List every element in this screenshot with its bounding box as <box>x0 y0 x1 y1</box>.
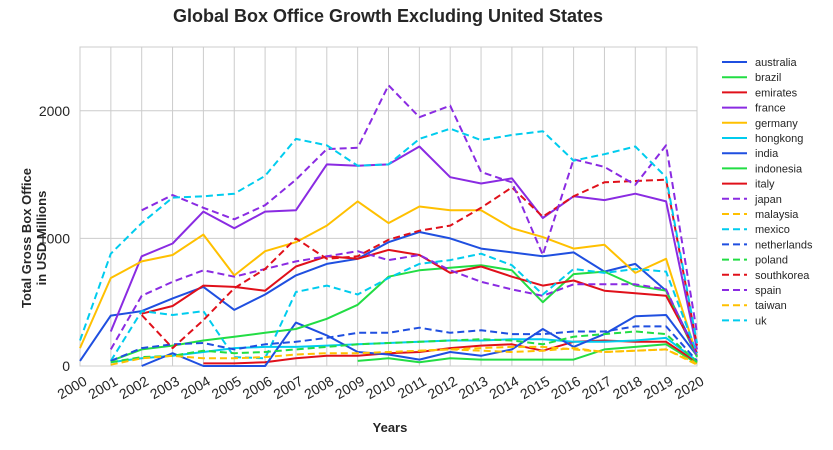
series-line-australia <box>79 231 698 362</box>
x-tick-label: 2017 <box>579 373 614 403</box>
x-tick-label: 2013 <box>456 373 491 403</box>
legend-label-uk: uk <box>755 315 767 327</box>
series-line-italy <box>141 248 698 354</box>
legend-label-poland: poland <box>755 255 788 267</box>
y-tick-labels: 0 1000 2000 <box>39 103 70 374</box>
x-tick-label: 2015 <box>517 373 552 403</box>
x-tick-label: 2005 <box>209 373 244 403</box>
legend-label-germany: germany <box>755 118 798 130</box>
x-tick-label: 2009 <box>332 373 367 403</box>
series-line-hongkong <box>110 336 698 364</box>
x-tick-labels: 2000200120022003200420052006200720082009… <box>55 373 707 403</box>
series-line-malaysia <box>419 345 698 365</box>
legend-label-malaysia: malaysia <box>755 209 799 221</box>
series-line-spain <box>141 84 698 333</box>
chart-title: Global Box Office Growth Excluding Unite… <box>173 6 603 26</box>
x-tick-label: 2019 <box>641 373 676 403</box>
legend-label-spain: spain <box>755 285 781 297</box>
legend-label-japan: japan <box>754 194 782 206</box>
x-tick-label: 2004 <box>178 373 213 403</box>
legend-label-southkorea: southkorea <box>755 270 810 282</box>
legend-label-indonesia: indonesia <box>755 163 803 175</box>
series-line-uk <box>79 127 698 344</box>
x-tick-label: 2012 <box>425 373 460 403</box>
y-tick-label: 2000 <box>39 103 70 119</box>
legend-label-brazil: brazil <box>755 72 781 84</box>
legend-label-hongkong: hongkong <box>755 133 803 145</box>
x-tick-label: 2007 <box>270 373 305 403</box>
legend-label-netherlands: netherlands <box>755 239 813 251</box>
series-line-netherlands <box>110 325 698 362</box>
y-tick-label: 1000 <box>39 230 70 246</box>
legend-label-australia: australia <box>755 57 797 69</box>
series-line-brazil <box>357 343 698 365</box>
x-tick-label: 2014 <box>486 373 521 403</box>
y-axis-label-line1: Total Gross Box Office <box>19 168 34 308</box>
x-tick-label: 2008 <box>301 373 336 403</box>
x-tick-label: 2000 <box>55 373 90 403</box>
legend: australia brazil emirates france germany hong… <box>722 57 813 327</box>
x-tick-label: 2002 <box>116 373 151 403</box>
series-lines <box>79 84 698 367</box>
x-tick-label: 2003 <box>147 373 182 403</box>
legend-label-taiwan: taiwan <box>755 300 787 312</box>
x-tick-label: 2011 <box>395 373 429 402</box>
series-line-indonesia <box>110 264 698 362</box>
y-axis-label-line2: in USD Millions <box>34 191 49 286</box>
series-line-france <box>109 145 698 350</box>
x-axis-label: Years <box>373 420 408 435</box>
x-tick-label: 2006 <box>240 373 275 403</box>
legend-label-italy: italy <box>755 179 775 191</box>
grid <box>79 46 698 367</box>
legend-label-india: india <box>755 148 779 160</box>
series-line-taiwan <box>110 347 698 366</box>
series-line-southkorea <box>140 178 698 350</box>
x-tick-label: 2001 <box>85 373 120 403</box>
x-tick-label: 2018 <box>610 373 645 403</box>
x-tick-label: 2016 <box>548 373 583 403</box>
series-line-mexico <box>109 252 698 362</box>
legend-label-emirates: emirates <box>755 87 798 99</box>
x-tick-label: 2010 <box>363 373 398 403</box>
x-tick-label: 2020 <box>672 373 707 403</box>
y-tick-label: 0 <box>62 358 70 374</box>
series-line-japan <box>109 250 698 357</box>
series-line-germany <box>79 200 698 357</box>
legend-label-mexico: mexico <box>755 224 790 236</box>
legend-label-france: france <box>755 103 786 115</box>
